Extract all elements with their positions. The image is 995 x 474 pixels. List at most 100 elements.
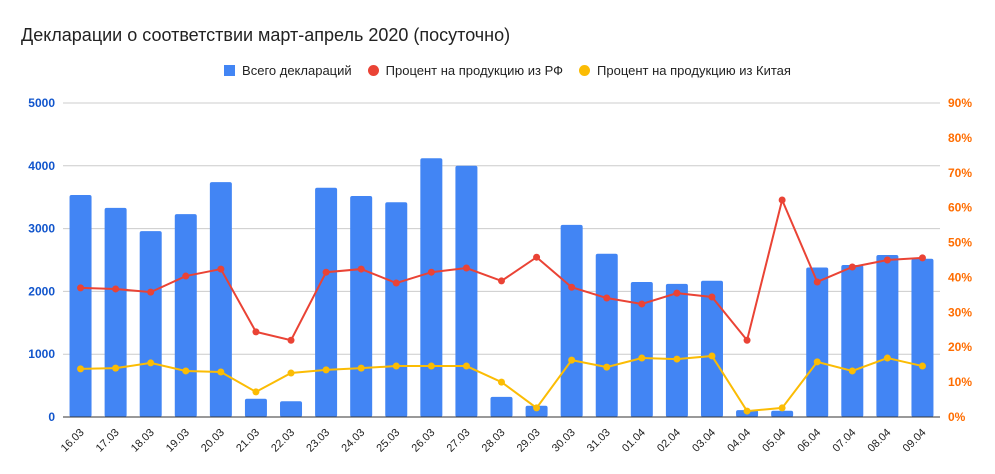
bar-series-total xyxy=(69,158,934,417)
chart-legend: Всего деклараций Процент на продукцию из… xyxy=(0,63,995,78)
data-point[interactable] xyxy=(462,362,470,370)
line-series-rf xyxy=(77,196,926,344)
data-point[interactable] xyxy=(147,288,155,296)
data-point[interactable] xyxy=(673,355,681,363)
legend-item-rf[interactable]: Процент на продукцию из РФ xyxy=(367,63,563,78)
data-point[interactable] xyxy=(638,300,646,308)
legend-item-total[interactable]: Всего деклараций xyxy=(224,63,352,78)
data-point[interactable] xyxy=(112,364,120,372)
data-point[interactable] xyxy=(603,363,611,371)
data-point[interactable] xyxy=(533,253,541,261)
x-axis-tick: 02.04 xyxy=(655,427,683,455)
x-axis-tick: 05.04 xyxy=(760,427,788,455)
bar[interactable] xyxy=(174,214,197,417)
bar[interactable] xyxy=(244,398,267,417)
data-point[interactable] xyxy=(252,388,260,396)
data-point[interactable] xyxy=(743,336,751,344)
data-point[interactable] xyxy=(287,369,295,377)
data-point[interactable] xyxy=(848,367,856,375)
bar[interactable] xyxy=(69,195,92,417)
data-point[interactable] xyxy=(813,278,821,286)
data-point[interactable] xyxy=(77,284,85,292)
data-point[interactable] xyxy=(848,263,856,271)
bar[interactable] xyxy=(280,401,303,417)
data-point[interactable] xyxy=(182,367,190,375)
legend-square-icon xyxy=(224,65,236,76)
y-axis-right-tick: 10% xyxy=(948,375,972,389)
x-axis-tick: 16.03 xyxy=(59,427,87,455)
data-point[interactable] xyxy=(427,268,435,276)
legend-item-china[interactable]: Процент на продукцию из Китая xyxy=(579,63,791,78)
data-point[interactable] xyxy=(883,354,891,362)
y-axis-left-tick: 3000 xyxy=(28,222,55,236)
y-axis-left-tick: 5000 xyxy=(28,96,55,110)
data-point[interactable] xyxy=(427,362,435,370)
bar[interactable] xyxy=(595,253,618,417)
x-axis-tick: 27.03 xyxy=(445,427,473,455)
x-axis-tick: 19.03 xyxy=(164,427,192,455)
bar[interactable] xyxy=(771,410,794,417)
data-point[interactable] xyxy=(147,359,155,367)
data-point[interactable] xyxy=(217,368,225,376)
bar[interactable] xyxy=(490,396,513,417)
data-point[interactable] xyxy=(708,293,716,301)
data-point[interactable] xyxy=(743,407,751,415)
data-point[interactable] xyxy=(357,364,365,372)
bar[interactable] xyxy=(455,165,478,417)
chart-title: Декларации о соответствии март-апрель 20… xyxy=(21,25,511,45)
bar[interactable] xyxy=(104,207,127,417)
bar[interactable] xyxy=(630,281,653,417)
y-axis-left-tick: 1000 xyxy=(28,347,55,361)
data-point[interactable] xyxy=(392,362,400,370)
data-point[interactable] xyxy=(392,279,400,287)
bar[interactable] xyxy=(806,267,829,417)
bar[interactable] xyxy=(560,224,583,417)
bar[interactable] xyxy=(209,182,232,417)
data-point[interactable] xyxy=(252,328,260,336)
data-point[interactable] xyxy=(77,365,85,373)
bar[interactable] xyxy=(700,280,723,417)
x-axis-tick: 28.03 xyxy=(480,427,508,455)
bar[interactable] xyxy=(841,265,864,417)
data-point[interactable] xyxy=(498,277,505,285)
bar[interactable] xyxy=(315,187,338,417)
y-axis-right-tick: 90% xyxy=(948,96,972,110)
x-axis-tick: 17.03 xyxy=(94,427,122,455)
bar[interactable] xyxy=(420,158,443,417)
y-axis-right-tick: 30% xyxy=(948,305,972,319)
y-axis-left-tick: 0 xyxy=(48,410,55,424)
data-point[interactable] xyxy=(533,404,541,412)
data-point[interactable] xyxy=(708,352,716,360)
data-point[interactable] xyxy=(918,254,926,262)
x-axis-tick: 07.04 xyxy=(830,427,858,455)
data-point[interactable] xyxy=(287,336,295,344)
data-point[interactable] xyxy=(883,256,891,264)
data-point[interactable] xyxy=(568,356,576,364)
data-point[interactable] xyxy=(813,358,821,366)
data-point[interactable] xyxy=(462,264,470,272)
bar[interactable] xyxy=(911,258,934,417)
data-point[interactable] xyxy=(603,294,611,302)
data-point[interactable] xyxy=(322,268,330,276)
bar[interactable] xyxy=(350,195,373,417)
bar[interactable] xyxy=(665,283,688,417)
data-point[interactable] xyxy=(217,265,225,273)
data-point[interactable] xyxy=(182,272,190,280)
data-point[interactable] xyxy=(498,378,505,386)
bar[interactable] xyxy=(385,202,408,417)
data-point[interactable] xyxy=(322,366,330,374)
y-axis-right-tick: 40% xyxy=(948,270,972,284)
data-point[interactable] xyxy=(638,354,646,362)
data-point[interactable] xyxy=(112,285,120,293)
bar[interactable] xyxy=(876,254,899,417)
data-point[interactable] xyxy=(568,283,576,291)
data-point[interactable] xyxy=(357,265,365,273)
data-point[interactable] xyxy=(778,404,786,412)
data-point[interactable] xyxy=(918,362,926,370)
bar[interactable] xyxy=(139,231,162,417)
data-point[interactable] xyxy=(778,196,786,204)
x-axis-tick: 23.03 xyxy=(304,427,332,455)
data-point[interactable] xyxy=(673,289,681,297)
x-axis-tick: 30.03 xyxy=(550,427,578,455)
